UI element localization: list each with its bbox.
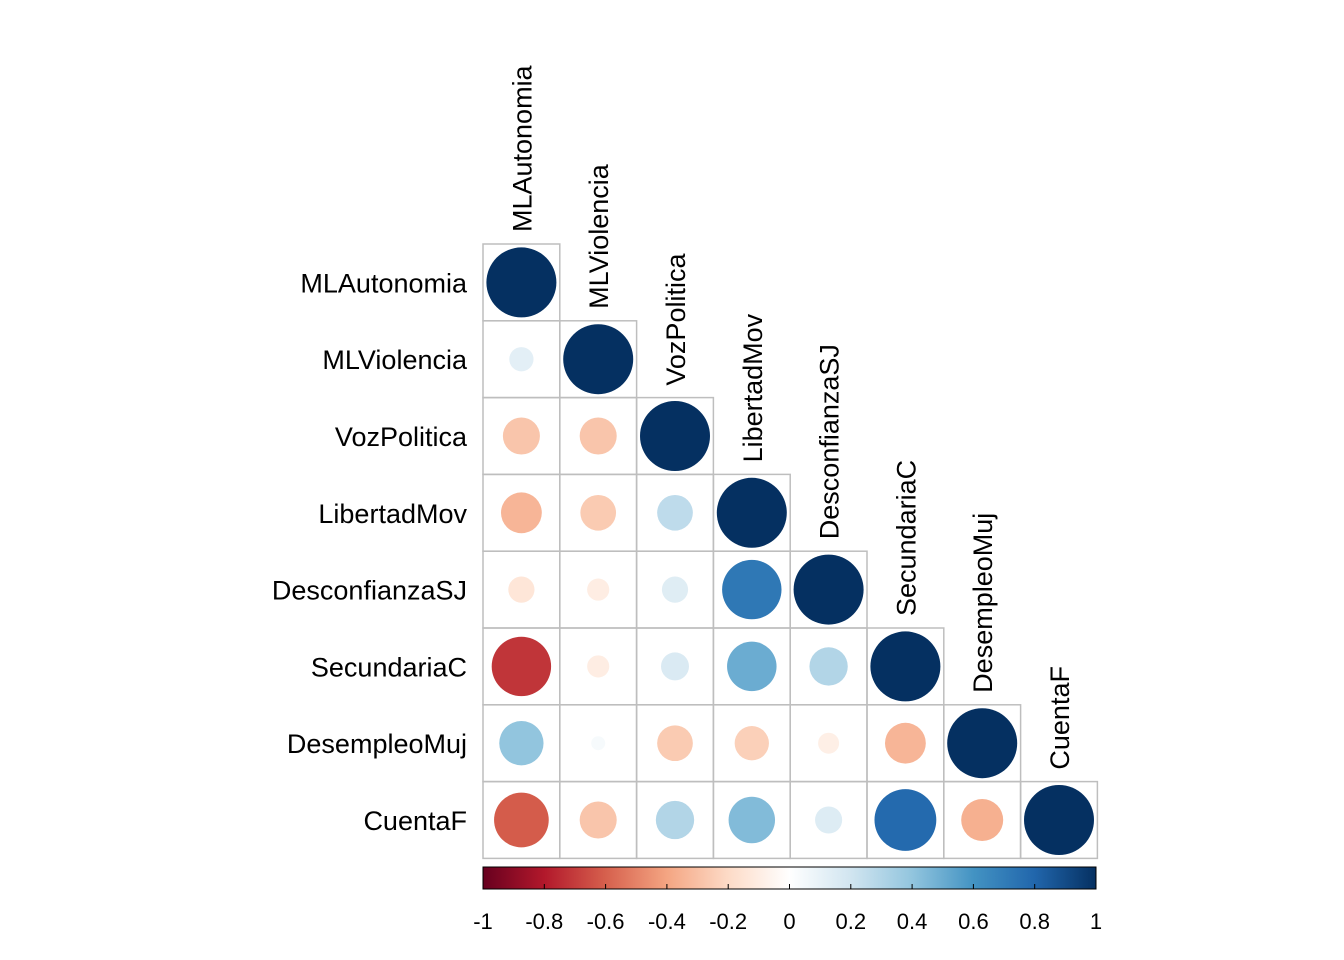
correlation-circle — [722, 559, 782, 620]
row-labels: MLAutonomia MLViolencia VozPolitica Liberta… — [272, 268, 468, 836]
correlation-circle — [818, 732, 840, 754]
correlation-circle — [500, 492, 542, 534]
colorbar-tick-label: 0.8 — [1019, 909, 1050, 934]
correlation-circle — [655, 800, 695, 840]
correlation-circle — [809, 647, 848, 686]
colorbar-tick-label: 0.4 — [897, 909, 928, 934]
column-label: MLAutonomia — [507, 64, 537, 232]
row-label: VozPolitica — [335, 422, 468, 452]
column-labels: MLAutonomia MLViolencia VozPolitica Liberta… — [507, 64, 1075, 769]
column-label: SecundariaC — [891, 460, 921, 616]
row-label: MLViolencia — [322, 345, 468, 375]
colorbar-ticks: -1 -0.8 -0.6 -0.4 -0.2 0 0.2 0.4 0.6 0.8 1 — [473, 884, 1102, 934]
column-label: DesconfianzaSJ — [815, 344, 845, 539]
colorbar-tick-label: -1 — [473, 909, 493, 934]
row-label: SecundariaC — [311, 652, 467, 682]
correlation-circle — [587, 655, 610, 678]
column-label: DesempleoMuj — [968, 513, 998, 693]
correlation-circle — [727, 641, 777, 692]
correlation-circle — [728, 796, 776, 844]
column-label: LibertadMov — [738, 313, 768, 462]
grid-cell — [1019, 780, 1099, 860]
column-label: MLViolencia — [584, 163, 614, 309]
colorbar-tick-label: -0.8 — [525, 909, 563, 934]
correlation-circle — [494, 792, 549, 848]
colorbar-tick-label: -0.2 — [709, 909, 747, 934]
correlation-circle — [502, 417, 540, 455]
row-label: MLAutonomia — [300, 268, 468, 298]
correlation-circle — [657, 725, 693, 762]
correlation-circle — [1024, 785, 1094, 855]
correlation-circle — [661, 652, 689, 681]
column-label: CuentaF — [1045, 666, 1075, 770]
correlation-circle — [657, 494, 693, 531]
correlation-circle — [884, 722, 926, 764]
correlation-circle — [491, 636, 552, 697]
correlation-circle — [961, 799, 1004, 841]
correlation-circle — [499, 721, 544, 766]
colorbar-tick-label: 1 — [1090, 909, 1102, 934]
correlation-circle — [793, 554, 864, 625]
correlation-circles — [486, 247, 1094, 855]
row-label: DesconfianzaSJ — [272, 576, 467, 606]
correlation-circle — [591, 736, 606, 751]
correlation-circle — [486, 247, 557, 318]
correlation-circle — [640, 401, 710, 471]
correlation-circle — [870, 631, 941, 702]
correlation-circle — [587, 578, 610, 601]
row-label: CuentaF — [363, 806, 467, 836]
colorbar-tick-label: -0.4 — [648, 909, 686, 934]
colorbar-tick-label: 0.6 — [958, 909, 989, 934]
correlation-circle — [716, 477, 787, 548]
correlation-circle — [947, 708, 1018, 779]
column-label: VozPolitica — [661, 253, 691, 386]
correlation-circle — [509, 347, 534, 372]
row-label: DesempleoMuj — [287, 729, 467, 759]
correlation-circle — [508, 576, 535, 603]
correlation-circle — [580, 494, 617, 531]
colorbar-tick-label: -0.6 — [587, 909, 625, 934]
colorbar-tick-label: 0.2 — [836, 909, 867, 934]
colorbar-tick-label: 0 — [783, 909, 795, 934]
correlation-circle — [579, 801, 617, 839]
correlation-circle — [815, 806, 843, 834]
row-label: LibertadMov — [318, 499, 467, 529]
correlation-circle — [563, 324, 634, 395]
correlation-circle — [661, 576, 689, 603]
correlation-circle — [874, 789, 937, 851]
correlation-circle — [734, 726, 769, 761]
correlation-circle — [579, 417, 617, 455]
grid-cells — [482, 243, 1099, 860]
